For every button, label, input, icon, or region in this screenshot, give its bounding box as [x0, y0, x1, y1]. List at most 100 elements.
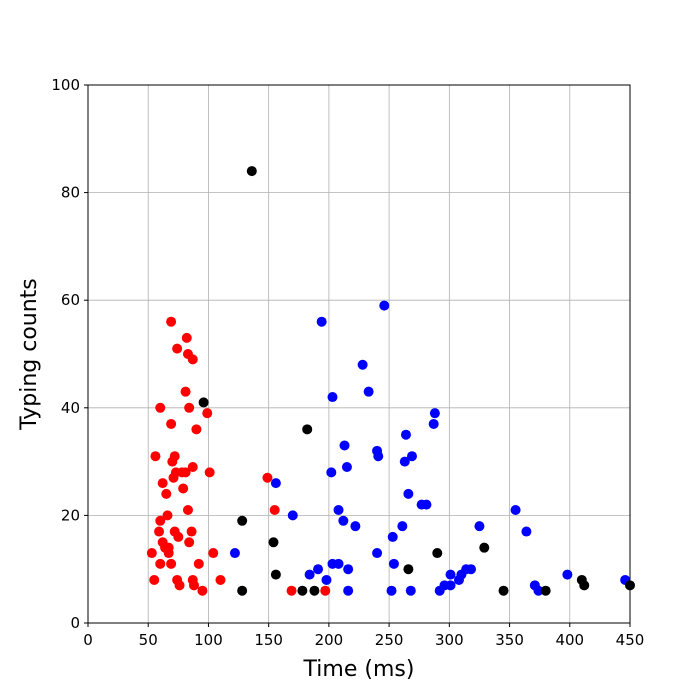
point	[339, 440, 350, 451]
point	[188, 580, 199, 591]
point	[405, 585, 416, 596]
point	[387, 531, 398, 542]
point	[262, 472, 273, 483]
point	[297, 585, 308, 596]
point	[309, 585, 320, 596]
point	[429, 408, 440, 419]
point	[333, 505, 344, 516]
y-tick-label: 100	[51, 76, 80, 94]
point	[208, 548, 219, 559]
marks	[146, 166, 635, 596]
point	[193, 558, 204, 569]
point	[403, 488, 414, 499]
y-tick-label: 40	[61, 399, 80, 417]
point	[169, 451, 180, 462]
point	[198, 397, 209, 408]
point	[397, 521, 408, 532]
x-tick-label: 250	[375, 631, 404, 649]
point	[406, 451, 417, 462]
point	[326, 467, 337, 478]
point	[162, 510, 173, 521]
point	[474, 521, 485, 532]
point	[388, 558, 399, 569]
point	[268, 537, 279, 548]
point	[149, 574, 160, 585]
point	[237, 515, 248, 526]
point	[186, 526, 197, 537]
point	[180, 386, 191, 397]
point	[432, 548, 443, 559]
point	[246, 166, 257, 177]
point	[146, 548, 157, 559]
point	[173, 531, 184, 542]
point	[184, 537, 195, 548]
point	[150, 451, 161, 462]
point	[197, 585, 208, 596]
y-tick-label: 0	[70, 614, 80, 632]
point	[399, 456, 410, 467]
point	[379, 300, 390, 311]
point	[287, 510, 298, 521]
point	[237, 585, 248, 596]
y-tick-label: 60	[61, 291, 80, 309]
ticks: 0 50 100 150 200 250 300 350 400 450 0 20 40 60 80 100	[51, 76, 644, 649]
point	[421, 499, 432, 510]
point	[313, 564, 324, 575]
point	[172, 343, 183, 354]
point	[320, 585, 331, 596]
point	[428, 418, 439, 429]
point	[357, 359, 368, 370]
point	[155, 515, 166, 526]
point	[187, 354, 198, 365]
point	[204, 467, 215, 478]
x-tick-label: 350	[495, 631, 524, 649]
point	[215, 574, 226, 585]
point	[154, 526, 165, 537]
point	[286, 585, 297, 596]
point	[363, 386, 374, 397]
point	[229, 548, 240, 559]
point	[191, 424, 202, 435]
point	[338, 515, 349, 526]
plot-frame	[87, 84, 631, 624]
point	[180, 467, 191, 478]
point	[166, 418, 177, 429]
point	[178, 483, 189, 494]
x-tick-label: 200	[315, 631, 344, 649]
point	[373, 451, 384, 462]
point	[540, 585, 551, 596]
point	[327, 392, 338, 403]
point	[302, 424, 313, 435]
point	[182, 505, 193, 516]
point	[270, 569, 281, 580]
y-tick-label: 20	[61, 506, 80, 524]
point	[533, 585, 544, 596]
point	[202, 408, 213, 419]
point	[316, 316, 327, 327]
point	[479, 542, 490, 553]
point	[445, 580, 456, 591]
point	[181, 332, 192, 343]
point	[174, 580, 185, 591]
point	[403, 564, 414, 575]
point	[350, 521, 361, 532]
x-tick-label: 450	[616, 631, 645, 649]
point	[166, 558, 177, 569]
point	[161, 488, 172, 499]
x-tick-label: 100	[194, 631, 223, 649]
y-axis-label: Typing counts	[17, 278, 42, 431]
point	[270, 478, 281, 489]
point	[163, 548, 174, 559]
point	[343, 564, 354, 575]
y-tick-label: 80	[61, 184, 80, 202]
point	[341, 461, 352, 472]
point	[510, 505, 521, 516]
point	[155, 402, 166, 413]
point	[343, 585, 354, 596]
point	[562, 569, 573, 580]
point	[155, 558, 166, 569]
point	[321, 574, 332, 585]
point	[400, 429, 411, 440]
point	[498, 585, 509, 596]
